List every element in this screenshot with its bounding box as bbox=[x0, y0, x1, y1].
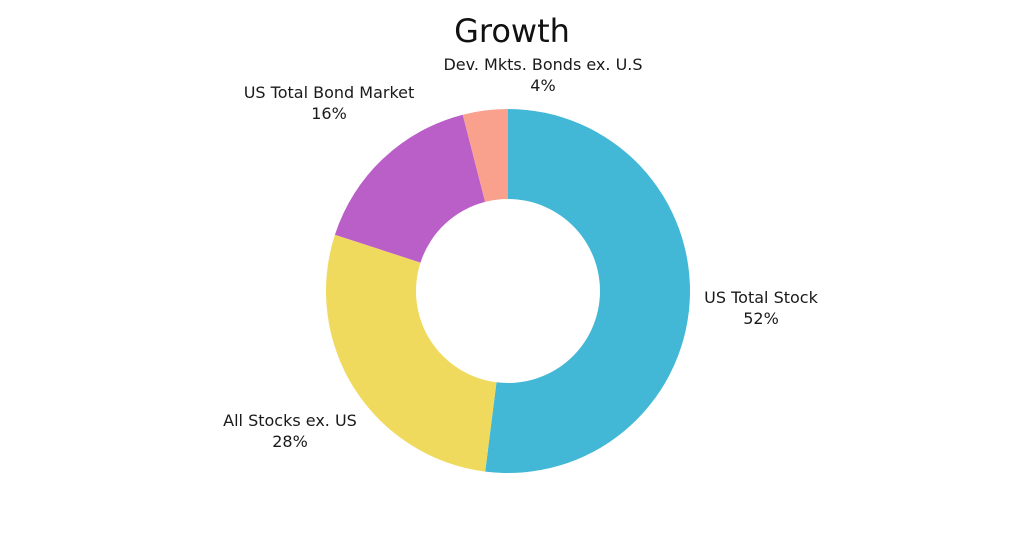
label-group: US Total Stock 52% All Stocks ex. US 28% US … bbox=[223, 55, 818, 451]
slice-label-name: US Total Bond Market bbox=[244, 83, 415, 102]
slice-label-name: Dev. Mkts. Bonds ex. U.S bbox=[443, 55, 642, 74]
chart-title: Growth bbox=[454, 12, 570, 50]
slice-us-total-stock bbox=[485, 109, 690, 473]
slice-group bbox=[326, 109, 690, 473]
slice-label-us-total-stock: US Total Stock 52% bbox=[704, 288, 818, 328]
slice-label-value: 16% bbox=[311, 104, 347, 123]
slice-label-dev-mkts-bonds-ex-u-s: Dev. Mkts. Bonds ex. U.S 4% bbox=[443, 55, 642, 95]
slice-label-us-total-bond-market: US Total Bond Market 16% bbox=[244, 83, 415, 123]
slice-us-total-bond-market bbox=[334, 114, 486, 263]
slice-label-value: 28% bbox=[272, 432, 308, 451]
slice-dev-mkts-bonds-ex-u-s bbox=[462, 109, 508, 202]
slice-label-all-stocks-ex-us: All Stocks ex. US 28% bbox=[223, 411, 357, 451]
slice-label-name: All Stocks ex. US bbox=[223, 411, 357, 430]
slice-label-value: 4% bbox=[530, 76, 555, 95]
slice-all-stocks-ex-us bbox=[326, 234, 497, 472]
slice-label-value: 52% bbox=[743, 309, 779, 328]
slice-label-name: US Total Stock bbox=[704, 288, 818, 307]
